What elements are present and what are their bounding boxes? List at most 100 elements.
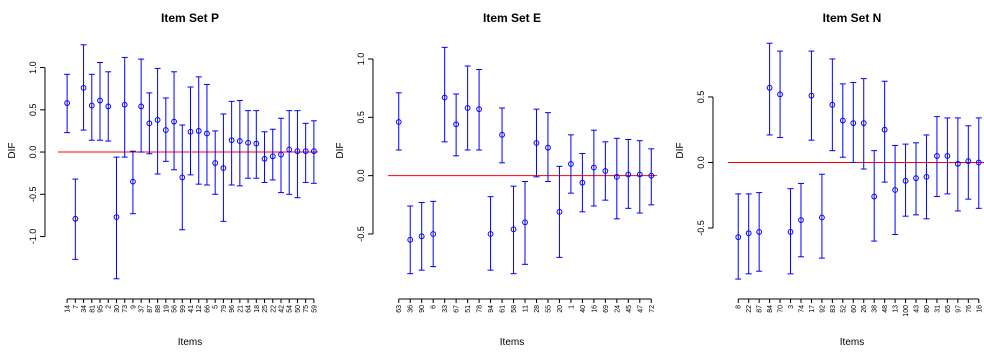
x-tick-label: 26 xyxy=(861,305,868,313)
x-tick-label: 14 xyxy=(65,305,72,313)
x-tick-label: 8 xyxy=(736,305,743,309)
point-estimate xyxy=(261,155,268,162)
x-tick-label: 42 xyxy=(278,305,285,313)
point-estimate xyxy=(245,139,251,146)
point-estimate xyxy=(923,173,930,180)
y-tick-label: 0.5 xyxy=(28,104,38,117)
x-tick-label: 43 xyxy=(914,305,921,313)
x-tick-label: 88 xyxy=(155,305,162,313)
x-tick-label: 87 xyxy=(757,305,764,313)
x-tick-label: 34 xyxy=(81,305,88,313)
y-axis-label: DIF xyxy=(675,142,686,158)
point-estimate xyxy=(944,153,951,159)
point-estimate xyxy=(510,226,517,233)
x-tick-label: 41 xyxy=(188,305,195,313)
point-estimate xyxy=(278,151,284,158)
point-estimate xyxy=(902,177,909,184)
x-tick-label: 79 xyxy=(221,305,228,313)
y-axis-label: DIF xyxy=(335,142,346,158)
point-estimate xyxy=(648,172,655,179)
point-estimate xyxy=(464,105,471,111)
point-estimate xyxy=(777,91,783,98)
x-tick-label: 22 xyxy=(746,305,753,313)
point-estimate xyxy=(395,119,402,125)
x-tick-label: 83 xyxy=(830,305,837,313)
point-estimate xyxy=(294,148,301,155)
point-estimate xyxy=(522,219,528,226)
point-estimate xyxy=(965,158,972,165)
point-estimate xyxy=(829,101,836,108)
x-tick-label: 30 xyxy=(114,305,121,313)
x-tick-label: 65 xyxy=(945,305,952,313)
x-tick-label: 11 xyxy=(523,305,530,312)
y-tick-label: 1.0 xyxy=(28,61,38,74)
x-tick-label: 17 xyxy=(809,305,816,313)
x-tick-label: 3 xyxy=(788,305,795,309)
point-estimate xyxy=(146,120,153,127)
point-estimate xyxy=(499,131,505,138)
point-estimate xyxy=(138,103,145,110)
x-tick-label: 31 xyxy=(934,305,941,313)
chart-title: Item Set P xyxy=(161,11,219,25)
x-tick-label: 66 xyxy=(204,305,211,313)
point-estimate xyxy=(892,187,899,193)
x-tick-label: 1 xyxy=(568,305,575,309)
x-tick-label: 60 xyxy=(851,305,858,313)
x-tick-label: 38 xyxy=(872,305,879,313)
point-estimate xyxy=(487,231,494,237)
y-tick-label: 0.5 xyxy=(356,111,366,124)
point-estimate xyxy=(881,126,888,133)
x-tick-label: 67 xyxy=(454,305,461,313)
x-tick-label: 33 xyxy=(442,305,449,313)
point-estimate xyxy=(818,214,825,221)
x-tick-label: 87 xyxy=(147,305,154,313)
point-estimate xyxy=(228,137,235,144)
point-estimate xyxy=(756,229,763,235)
point-estimate xyxy=(766,84,773,91)
x-tick-label: 18 xyxy=(254,305,261,313)
x-tick-label: 12 xyxy=(196,305,203,313)
x-tick-label: 28 xyxy=(534,305,541,313)
point-estimate xyxy=(286,146,293,153)
x-tick-label: 97 xyxy=(955,305,962,313)
point-estimate xyxy=(130,178,136,185)
point-estimate xyxy=(430,231,437,237)
point-estimate xyxy=(613,173,620,180)
point-estimate xyxy=(113,214,120,221)
x-tick-label: 78 xyxy=(477,305,484,313)
point-estimate xyxy=(441,94,448,101)
panel-2: Item Set E -0.5 0.0 0.5 1.0 DIF 63 36 90 6 33 67 51 7… xyxy=(335,11,657,348)
x-tick-label: 90 xyxy=(419,305,426,313)
x-tick-label: 75 xyxy=(303,305,310,313)
point-estimate xyxy=(88,102,95,109)
x-tick-label: 21 xyxy=(237,305,244,313)
x-tick-label: 99 xyxy=(180,305,187,313)
x-tick-label: 58 xyxy=(511,305,518,313)
x-tick-label: 94 xyxy=(488,305,495,313)
x-tick-label: 54 xyxy=(287,305,294,313)
point-estimate xyxy=(568,161,574,167)
y-tick-label: 0.0 xyxy=(356,169,366,182)
point-estimate xyxy=(798,217,804,224)
point-estimate xyxy=(171,118,177,125)
x-tick-label: 80 xyxy=(924,305,931,313)
x-tick-label: 37 xyxy=(139,305,146,313)
point-estimate xyxy=(121,101,128,108)
point-estimate xyxy=(545,144,551,151)
x-tick-label: 95 xyxy=(98,305,105,313)
y-tick-label: -0.5 xyxy=(28,187,38,203)
x-tick-label: 9 xyxy=(130,305,137,309)
point-estimate xyxy=(954,160,961,167)
x-axis-label: Items xyxy=(840,337,864,348)
point-estimate xyxy=(913,175,919,182)
point-estimate xyxy=(236,138,243,144)
point-estimate xyxy=(179,174,186,181)
point-estimate xyxy=(162,127,169,133)
x-tick-label: 64 xyxy=(246,305,253,313)
y-tick-label: -0.5 xyxy=(356,226,366,242)
point-estimate xyxy=(310,148,317,155)
x-tick-label: 84 xyxy=(767,305,774,313)
x-tick-label: 92 xyxy=(819,305,826,313)
